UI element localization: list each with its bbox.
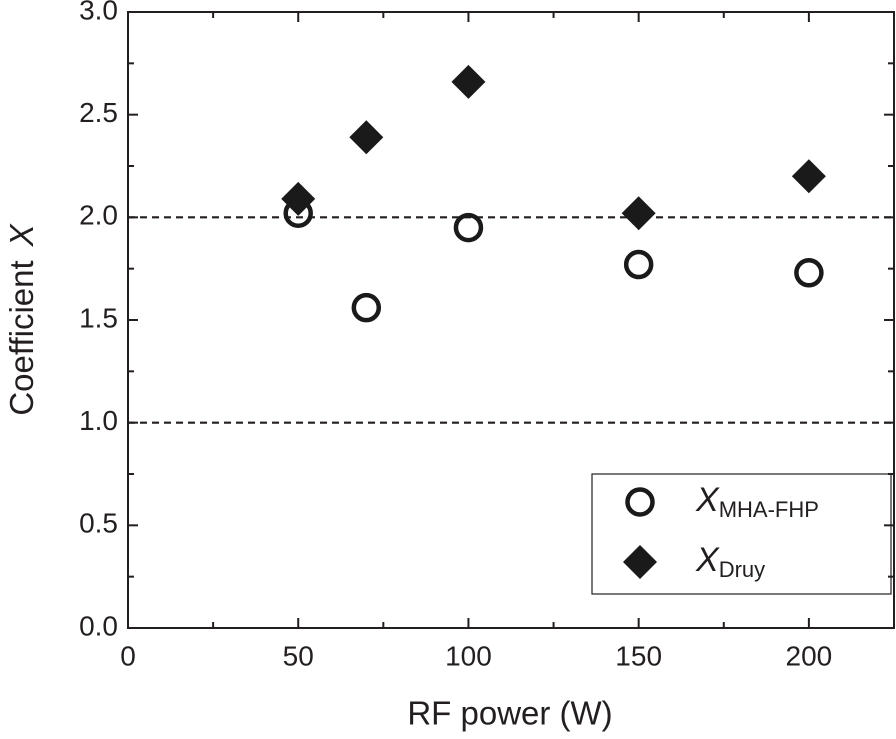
- plot-frame: [127, 11, 895, 629]
- legend-subscript: Druy: [719, 557, 765, 582]
- x-tick-label: 50: [283, 640, 314, 671]
- y-tick-label: 0.5: [79, 508, 118, 539]
- legend-marker: [625, 487, 655, 517]
- legend-symbol: X: [695, 481, 720, 519]
- diamond-marker: [281, 181, 316, 216]
- legend-label: XMHA-FHP: [695, 481, 819, 522]
- y-axis-label-text: Coefficient: [3, 260, 40, 415]
- y-tick-label: 1.0: [79, 405, 118, 436]
- y-tick-label: 0.0: [79, 610, 118, 641]
- legend-symbol: X: [695, 541, 720, 579]
- circle-marker: [351, 292, 382, 323]
- y-tick-label: 1.5: [79, 302, 118, 333]
- x-tick-label: 0: [120, 640, 136, 671]
- circle-marker: [794, 258, 824, 288]
- circle-marker: [453, 212, 484, 243]
- y-axis-label-symbol: X: [3, 222, 40, 247]
- legend-subscript: MHA-FHP: [719, 497, 819, 522]
- circle-marker: [623, 249, 654, 280]
- diamond-marker: [791, 159, 826, 194]
- y-axis-label: Coefficient X: [3, 222, 40, 415]
- x-tick-label: 100: [445, 640, 492, 671]
- legend-box: [591, 473, 892, 595]
- y-tick-label: 2.0: [79, 200, 118, 231]
- x-tick-label: 200: [786, 640, 833, 671]
- legend-marker: [623, 545, 657, 579]
- y-tick-label: 3.0: [79, 0, 118, 25]
- y-tick-label: 2.5: [79, 97, 118, 128]
- diamond-marker: [451, 64, 486, 99]
- x-tick-label: 150: [615, 640, 662, 671]
- legend-label: XDruy: [695, 541, 765, 582]
- x-axis-label: RF power (W): [407, 695, 612, 732]
- diamond-marker: [621, 196, 656, 231]
- diamond-marker: [349, 120, 384, 155]
